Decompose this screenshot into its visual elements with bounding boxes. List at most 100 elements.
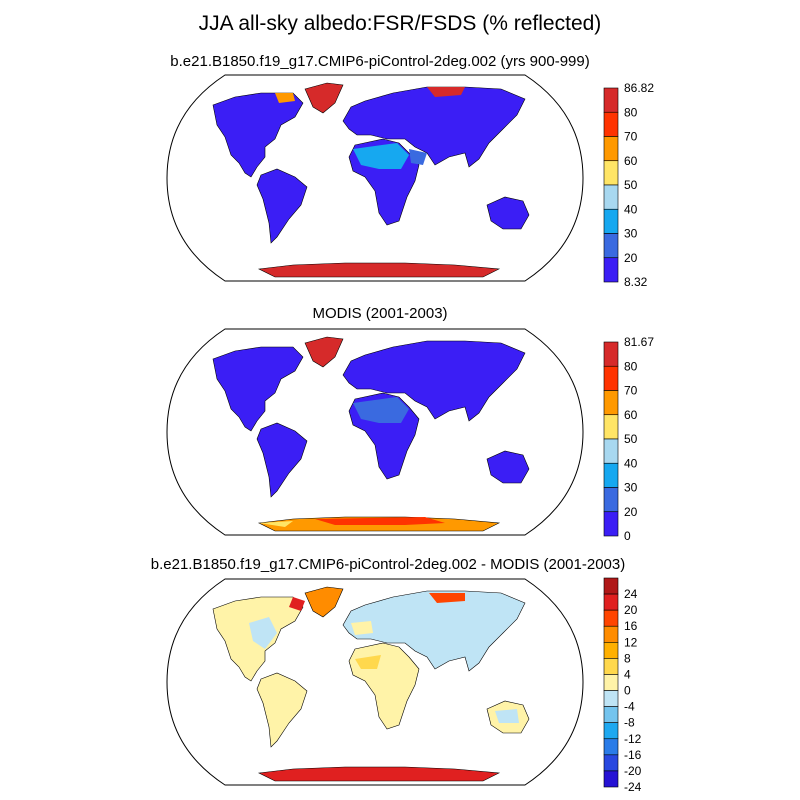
panel-title-model: b.e21.B1850.f19_g17.CMIP6-piControl-2deg… bbox=[170, 53, 590, 70]
model-map-samerica-region bbox=[256, 168, 308, 244]
colorbar-obs-swatch bbox=[603, 511, 619, 537]
colorbar-model-tick-label: 80 bbox=[624, 105, 638, 119]
obs-map-projection-border bbox=[166, 328, 584, 536]
figure-title: JJA all-sky albedo:FSR/FSDS (% reflected… bbox=[198, 12, 602, 35]
colorbar-diff-swatch bbox=[603, 625, 619, 643]
colorbar-model-tick-label: 60 bbox=[624, 154, 638, 168]
colorbar-diff-swatch bbox=[603, 674, 619, 691]
colorbar-diff-tick-label: 8 bbox=[624, 651, 631, 665]
colorbar-obs-swatch bbox=[603, 365, 619, 391]
colorbar-obs-swatch bbox=[603, 341, 619, 367]
colorbar-model-tick-label: 30 bbox=[624, 227, 638, 241]
colorbar-diff-swatch bbox=[603, 690, 619, 707]
colorbar-diff-swatch bbox=[603, 577, 619, 595]
model-map-eurasia-region bbox=[342, 86, 526, 168]
colorbar-model-tick-label: 86.82 bbox=[624, 81, 654, 95]
model-map-projection-border bbox=[166, 74, 584, 282]
colorbar-obs-tick-label: 0 bbox=[624, 529, 631, 543]
model-map-sahara-high-albedo bbox=[353, 143, 409, 169]
colorbar-diff-swatch bbox=[603, 609, 619, 627]
colorbar-model-swatch bbox=[603, 136, 619, 162]
diff-map-europe-positive bbox=[351, 621, 373, 635]
obs-map-greenland-region bbox=[304, 336, 344, 368]
colorbar-diff-tick-label: -20 bbox=[624, 764, 642, 778]
colorbar-obs-tick-label: 81.67 bbox=[624, 335, 654, 349]
colorbar-model-swatch bbox=[603, 111, 619, 137]
colorbar-obs-tick-label: 30 bbox=[624, 481, 638, 495]
colorbar-model-swatch bbox=[603, 208, 619, 234]
diff-map-eurasia-region bbox=[342, 590, 526, 672]
obs-map-namerica-region bbox=[212, 346, 304, 432]
colorbar-diff-swatch bbox=[603, 722, 619, 740]
colorbar-obs-tick-label: 20 bbox=[624, 505, 638, 519]
colorbar-obs-swatch bbox=[603, 438, 619, 464]
model-map-antarctica-region bbox=[257, 262, 501, 278]
panel-title-diff: b.e21.B1850.f19_g17.CMIP6-piControl-2deg… bbox=[150, 556, 626, 573]
diff-map-antarctica-region bbox=[257, 766, 501, 782]
colorbar-obs-swatch bbox=[603, 487, 619, 513]
map-model bbox=[166, 74, 584, 282]
colorbar-diff-tick-label: -24 bbox=[624, 780, 642, 794]
colorbar-diff-tick-label: 16 bbox=[624, 619, 638, 633]
colorbar-diff-swatch bbox=[603, 754, 619, 772]
colorbar-diff-tick-label: 12 bbox=[624, 635, 638, 649]
colorbar-obs-swatch bbox=[603, 390, 619, 416]
colorbar-obs-swatch bbox=[603, 414, 619, 440]
colorbar-obs-tick-label: 40 bbox=[624, 456, 638, 470]
colorbar-model-tick-label: 70 bbox=[624, 130, 638, 144]
colorbar-obs-tick-label: 50 bbox=[624, 432, 638, 446]
colorbar-diff-swatch bbox=[603, 770, 619, 788]
diff-map-australia-negative bbox=[495, 709, 519, 723]
colorbar-diff-tick-label: 24 bbox=[624, 587, 638, 601]
colorbar-model-swatch bbox=[603, 184, 619, 210]
map-obs bbox=[166, 328, 584, 536]
obs-map-samerica-region bbox=[256, 422, 308, 498]
model-map-canada-arctic-high bbox=[275, 93, 295, 103]
panel-title-obs: MODIS (2001-2003) bbox=[312, 305, 448, 322]
colorbar-diff-tick-label: 0 bbox=[624, 684, 631, 698]
diff-map-samerica-region bbox=[256, 672, 308, 748]
obs-map-australia-region bbox=[486, 450, 530, 484]
diff-map-greenland-region bbox=[304, 586, 344, 618]
colorbar-diff-tick-label: -16 bbox=[624, 748, 642, 762]
colorbar-diff: 24 20 16 12 8 4 0 -4 -8 -12 -16 -20 -24 bbox=[603, 577, 642, 794]
obs-map-antarctic-coast-high bbox=[315, 517, 445, 525]
colorbar-model-tick-label: 20 bbox=[624, 251, 638, 265]
model-map-australia-region bbox=[486, 196, 530, 230]
colorbar-diff-tick-label: -4 bbox=[624, 700, 635, 714]
model-map-arctic-coast-high bbox=[427, 87, 465, 97]
colorbar-model-swatch bbox=[603, 257, 619, 283]
colorbar-model-swatch bbox=[603, 160, 619, 186]
colorbar-obs-tick-label: 60 bbox=[624, 408, 638, 422]
colorbar-diff-tick-label: -8 bbox=[624, 716, 635, 730]
colorbar-diff-swatch bbox=[603, 706, 619, 723]
colorbar-model-tick-label: 40 bbox=[624, 202, 638, 216]
colorbar-diff-tick-label: 4 bbox=[624, 667, 631, 681]
colorbar-diff-swatch bbox=[603, 738, 619, 756]
colorbar-obs-tick-label: 80 bbox=[624, 359, 638, 373]
diff-map-siberia-positive bbox=[429, 593, 465, 603]
colorbar-model-tick-label: 8.32 bbox=[624, 275, 648, 289]
obs-map-sahara-high-albedo bbox=[353, 397, 409, 423]
colorbar-obs: 81.67 80 70 60 50 40 30 20 0 bbox=[603, 335, 654, 543]
colorbar-diff-swatch bbox=[603, 658, 619, 675]
diff-map-arctic-positive bbox=[289, 597, 305, 611]
diff-map-sahara-positive bbox=[355, 655, 381, 669]
colorbar-obs-tick-label: 70 bbox=[624, 384, 638, 398]
obs-map-eurasia-region bbox=[342, 340, 526, 422]
colorbar-diff-tick-label: -12 bbox=[624, 732, 642, 746]
colorbar-model-swatch bbox=[603, 233, 619, 259]
colorbar-model: 86.82 80 70 60 50 40 30 20 8.32 bbox=[603, 81, 654, 289]
colorbar-model-tick-label: 50 bbox=[624, 178, 638, 192]
map-diff bbox=[166, 578, 584, 786]
obs-map-antarctic-edge bbox=[259, 521, 293, 527]
colorbar-diff-swatch bbox=[603, 642, 619, 659]
diff-map-projection-border bbox=[166, 578, 584, 786]
colorbar-obs-swatch bbox=[603, 462, 619, 488]
diff-map-east-namerica-negative bbox=[249, 617, 277, 649]
model-map-arabia-high-albedo bbox=[409, 149, 427, 165]
colorbar-diff-tick-label: 20 bbox=[624, 603, 638, 617]
colorbar-model-swatch bbox=[603, 87, 619, 113]
colorbar-diff-swatch bbox=[603, 593, 619, 611]
model-map-greenland-region bbox=[304, 82, 344, 114]
